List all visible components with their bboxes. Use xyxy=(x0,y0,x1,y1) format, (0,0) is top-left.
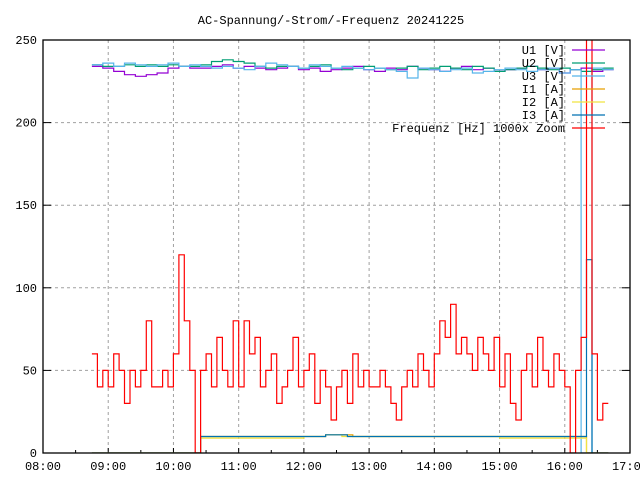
legend-label: U1 [V] xyxy=(522,44,565,58)
y-axis: 0 50 100 150 200 250 xyxy=(15,34,630,461)
legend-label: I1 [A] xyxy=(522,83,565,97)
x-tick-label: 11:00 xyxy=(221,460,257,474)
series-lines xyxy=(91,40,614,453)
x-tick-label: 10:00 xyxy=(155,460,191,474)
series-line-5 xyxy=(91,259,609,453)
x-tick-label: 14:00 xyxy=(416,460,452,474)
series-line-2 xyxy=(91,62,614,453)
x-tick-label: 13:00 xyxy=(351,460,387,474)
x-tick-label: 08:00 xyxy=(25,460,61,474)
x-tick-label: 15:00 xyxy=(482,460,518,474)
x-tick-label: 17:00 xyxy=(612,460,640,474)
legend-label: U2 [V] xyxy=(522,57,565,71)
y-tick-label: 200 xyxy=(15,117,37,131)
y-tick-label: 100 xyxy=(15,282,37,296)
legend-label: I3 [A] xyxy=(522,109,565,123)
x-tick-label: 16:00 xyxy=(547,460,583,474)
y-tick-label: 150 xyxy=(15,199,37,213)
y-tick-label: 50 xyxy=(23,364,37,378)
plot-border xyxy=(42,39,631,454)
y-tick-label: 250 xyxy=(15,34,37,48)
legend: U1 [V]U2 [V]U3 [V]I1 [A]I2 [A]I3 [A]Freq… xyxy=(392,44,605,136)
series-line-4 xyxy=(91,434,609,453)
series-line-6 xyxy=(91,40,609,453)
legend-label: Frequenz [Hz] 1000x Zoom xyxy=(392,122,565,136)
x-tick-label: 12:00 xyxy=(286,460,322,474)
chart-title: AC-Spannung/-Strom/-Frequenz 20241225 xyxy=(198,14,464,28)
x-tick-label: 09:00 xyxy=(90,460,126,474)
y-tick-label: 0 xyxy=(30,447,37,461)
legend-label: U3 [V] xyxy=(522,70,565,84)
legend-label: I2 [A] xyxy=(522,96,565,110)
x-axis: 08:00 09:00 10:00 11:00 12:00 13:00 14:00 15:00… xyxy=(25,448,640,474)
